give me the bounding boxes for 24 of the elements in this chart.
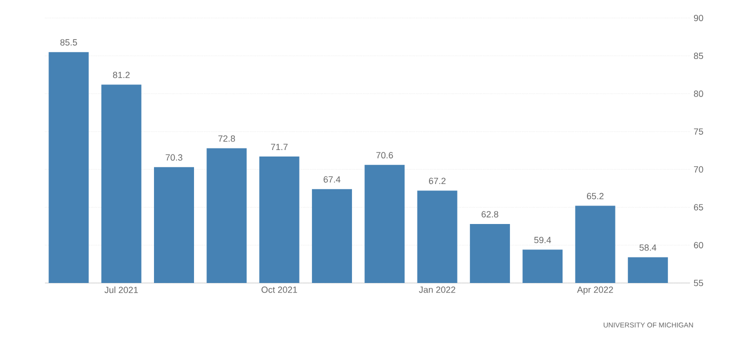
y-tick-label: 70 — [694, 166, 704, 173]
y-tick-label: 85 — [694, 52, 704, 60]
data-label: 67.2 — [429, 178, 446, 184]
data-label: 85.5 — [60, 39, 78, 46]
y-tick-label: 80 — [694, 90, 704, 97]
y-tick-label: 65 — [694, 204, 704, 210]
x-tick-label: Apr 2022 — [577, 286, 613, 295]
data-label: 71.7 — [271, 144, 288, 150]
data-label: 67.4 — [324, 176, 340, 183]
data-label: 72.8 — [218, 135, 235, 142]
x-tick-label: Jul 2021 — [104, 286, 138, 294]
x-tick-label: Jan 2022 — [418, 286, 456, 293]
x-tick-label: Oct 2021 — [262, 286, 298, 293]
y-tick-label: 55 — [694, 280, 704, 286]
data-label: 65.2 — [586, 192, 604, 200]
data-label: 59.4 — [534, 236, 552, 244]
y-tick-label: 60 — [694, 242, 704, 248]
data-label: 70.6 — [376, 152, 393, 158]
y-tick-label: 90 — [694, 14, 704, 22]
data-label: 58.4 — [640, 244, 656, 251]
data-label: 81.2 — [113, 72, 130, 78]
data-label: 70.3 — [166, 154, 182, 161]
data-label: 62.8 — [482, 211, 498, 218]
y-tick-label: 75 — [694, 128, 704, 135]
